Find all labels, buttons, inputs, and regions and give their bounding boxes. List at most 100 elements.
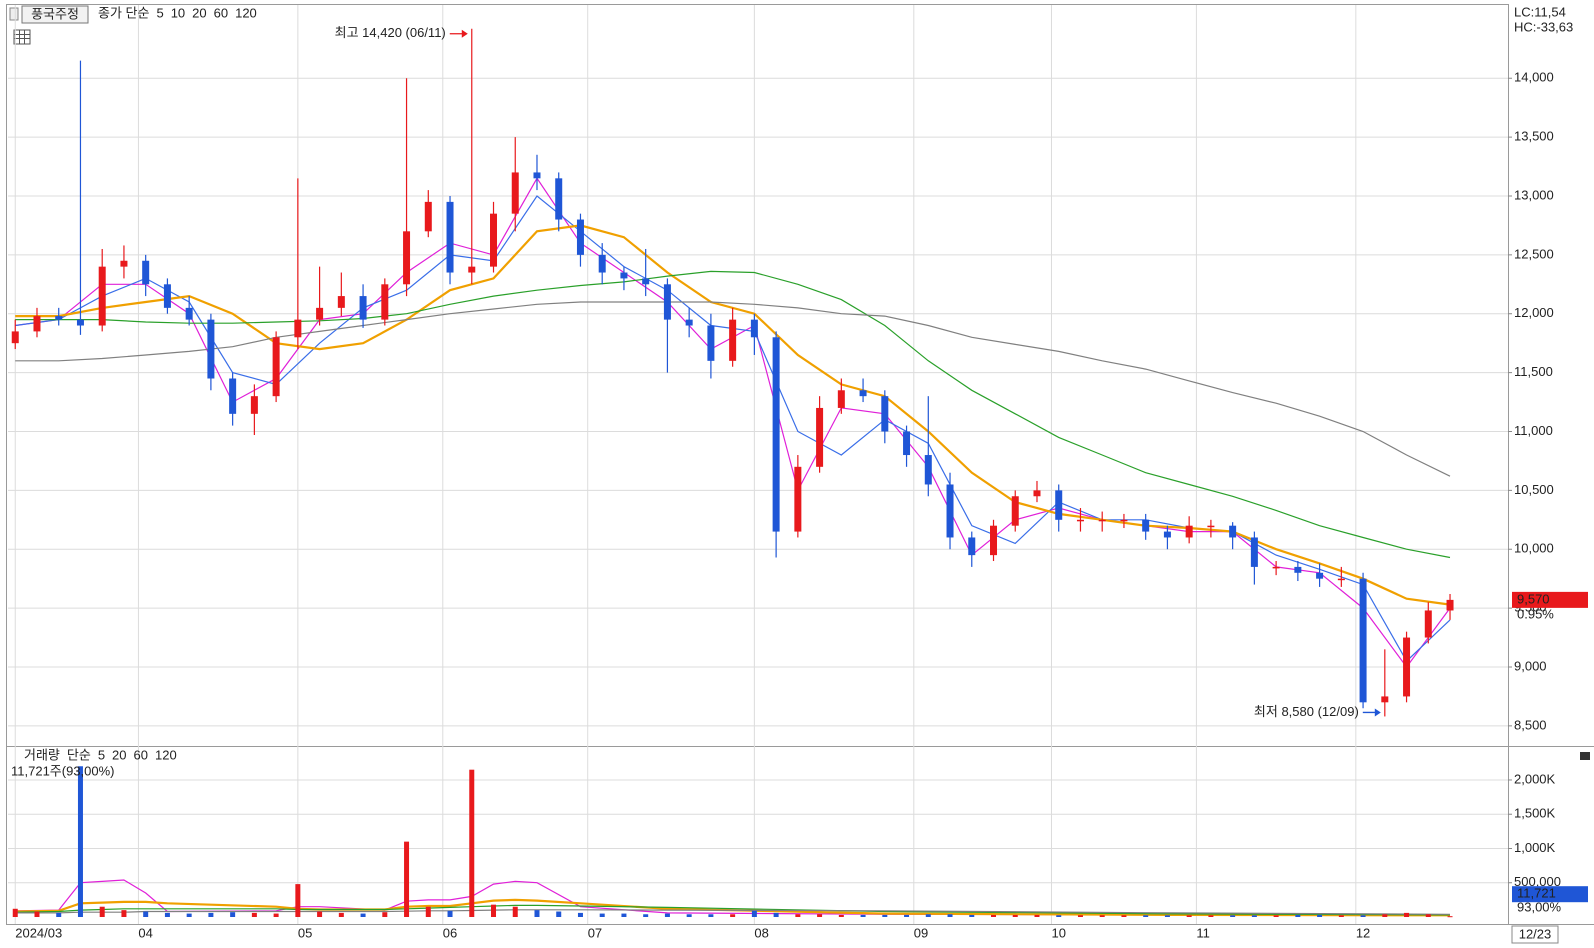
volume-bar (425, 906, 431, 917)
volume-bar (1360, 915, 1366, 917)
candle-body (859, 390, 867, 397)
candle-body (642, 278, 650, 285)
y-tick-label: 14,000 (1514, 70, 1554, 85)
y-tick-label: 10,000 (1514, 541, 1554, 556)
candle-body (816, 407, 824, 467)
volume-bar (382, 912, 388, 917)
volume-bar (295, 884, 301, 917)
legend-entry: 단순 (67, 747, 91, 762)
candle-body (533, 172, 541, 179)
legend-entry: 60 (214, 5, 228, 20)
candle-body (576, 219, 584, 255)
volume-bar (1404, 912, 1410, 917)
volume-bar (599, 913, 605, 917)
legend-entry: 5 (156, 5, 163, 20)
candle-body (272, 337, 280, 397)
checkbox[interactable] (9, 7, 19, 21)
volume-bar (1164, 915, 1170, 917)
candle-body (1424, 610, 1432, 638)
volume-bar (491, 904, 497, 917)
lc-indicator: LC:11,54 (1514, 4, 1566, 19)
last-date-box (1511, 925, 1559, 944)
volume-bar (1012, 914, 1018, 917)
candle-body (750, 319, 758, 338)
candle-body (1033, 490, 1041, 497)
candle-body (294, 319, 302, 338)
ma-line (15, 301, 1451, 477)
candle-body (1142, 519, 1150, 532)
volume-bar (447, 910, 453, 917)
last-volume-box (1512, 886, 1588, 903)
candle-body (620, 272, 628, 279)
volume-bar (1230, 915, 1236, 917)
last-volume: 11,721 (1517, 886, 1556, 901)
volume-bar (969, 914, 975, 917)
volume-bar (1034, 914, 1040, 917)
candle-body (250, 396, 258, 414)
legend-entry: 60 (134, 747, 148, 762)
candle-body (207, 319, 215, 379)
legend-entry: 120 (235, 5, 257, 20)
volume-bar (838, 914, 844, 917)
volume-bar (1295, 914, 1301, 917)
y-tick-label: 13,500 (1514, 129, 1554, 144)
volume-bar (534, 910, 540, 917)
table-icon[interactable] (13, 29, 31, 45)
candle-body (316, 307, 324, 320)
annotation: 최저 8,580 (12/09) (1254, 704, 1359, 719)
volume-bar (56, 912, 62, 917)
y-tick-label: 1,000K (1514, 840, 1556, 855)
volume-bar (1186, 915, 1192, 917)
x-tick-label: 08 (754, 925, 768, 940)
symbol-box[interactable] (21, 5, 89, 24)
volume-bar (730, 914, 736, 917)
volume-bar (338, 912, 344, 917)
candle-body (1055, 490, 1063, 520)
volume-bar (925, 914, 931, 917)
x-tick-label: 09 (914, 925, 928, 940)
volume-bar (1317, 914, 1323, 917)
candle-body (120, 260, 128, 267)
candle-body (98, 266, 106, 326)
y-tick-label: 9,000 (1514, 658, 1547, 673)
candle-body (337, 296, 345, 308)
panel-close[interactable] (1580, 752, 1590, 760)
x-tick-label: 10 (1051, 925, 1065, 940)
volume-bar (164, 912, 170, 917)
candle-body (381, 284, 389, 320)
volume-bar (251, 912, 257, 917)
volume-bar (860, 914, 866, 917)
candle-body (1185, 525, 1193, 538)
volume-bar (208, 912, 214, 917)
volume-bar (643, 914, 649, 917)
volume-bar (773, 912, 779, 917)
volume-bar (1273, 915, 1279, 917)
candle-body (33, 316, 41, 332)
candle-body (598, 254, 606, 273)
table-icon-grid (14, 30, 30, 44)
volume-bar (947, 914, 953, 917)
annotation-arrowhead (1374, 708, 1381, 717)
ma-line (15, 270, 1451, 559)
volume-bar (1447, 916, 1453, 918)
x-tick-label: 11 (1196, 925, 1210, 940)
candle-body (1098, 519, 1106, 522)
candle-body (685, 319, 693, 326)
candle-body (1316, 572, 1324, 579)
legend-entry: 거래량 (24, 747, 60, 762)
volume-share: 93,00% (1517, 900, 1562, 915)
legend-entry: 10 (171, 5, 185, 20)
volume-bar (664, 913, 670, 917)
candle-body (1011, 496, 1019, 526)
volume-bar (1056, 915, 1062, 917)
volume-bar (230, 912, 236, 917)
candle-body (772, 337, 780, 532)
legend-entry: 20 (192, 5, 206, 20)
y-tick-label: 500,000 (1514, 874, 1561, 889)
volume-bar (469, 769, 475, 917)
volume-readout: 11,721주(93,00%) (11, 763, 115, 778)
volume-bar (99, 906, 105, 917)
legend-entry: 종가 단순 (98, 5, 149, 20)
y-tick-label: 1,500K (1514, 806, 1556, 821)
